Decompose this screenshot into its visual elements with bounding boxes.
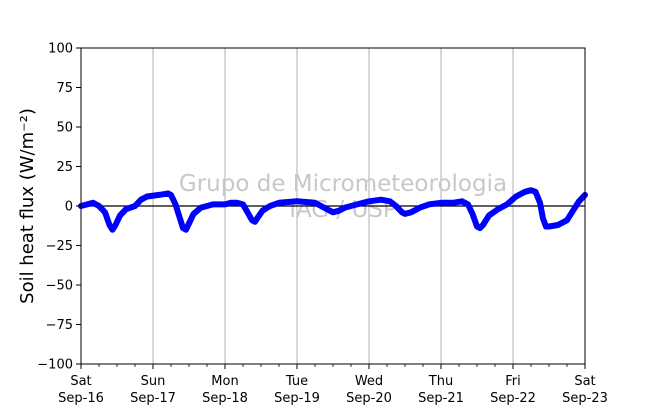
- x-tick-label-date: Sep-17: [130, 391, 176, 406]
- y-tick-label: −50: [46, 279, 73, 294]
- x-tick-label-date: Sep-21: [418, 391, 464, 406]
- soil-heat-flux-line: [78, 187, 588, 233]
- x-tick-label-day: Sat: [574, 374, 595, 389]
- y-tick-label: −100: [37, 358, 73, 373]
- x-axis: Sat Sep-16 Sun Sep-17 Mon Sep-18 Tue Sep-19 Wed S…: [58, 364, 608, 406]
- x-tick-label-day: Thu: [428, 374, 453, 389]
- y-tick-label: −75: [46, 318, 73, 333]
- watermark-text: Grupo de Micrometeorologia: [179, 171, 507, 197]
- y-axis: −100 −75 −50 −25 0 25 50 75 100: [37, 42, 81, 373]
- x-tick-label-day: Fri: [505, 374, 521, 389]
- x-tick-label-date: Sep-19: [274, 391, 320, 406]
- x-tick-label-day: Tue: [285, 374, 308, 389]
- y-tick-label: 50: [56, 121, 73, 136]
- x-tick-label-date: Sep-16: [58, 391, 104, 406]
- x-tick-label-day: Sun: [141, 374, 166, 389]
- y-tick-label: −25: [46, 239, 73, 254]
- x-tick-label-date: Sep-20: [346, 391, 392, 406]
- x-tick-label-day: Sat: [70, 374, 91, 389]
- x-tick-label-date: Sep-18: [202, 391, 248, 406]
- series-layer: [78, 187, 588, 233]
- y-axis-label: Soil heat flux (W/m⁻²): [17, 108, 38, 304]
- x-tick-label-day: Wed: [355, 374, 383, 389]
- y-tick-label: 75: [56, 81, 73, 96]
- y-tick-label: 0: [65, 200, 73, 215]
- x-tick-label-date: Sep-22: [490, 391, 536, 406]
- x-tick-label-date: Sep-23: [562, 391, 608, 406]
- x-tick-label-day: Mon: [211, 374, 238, 389]
- y-tick-label: 100: [48, 42, 73, 57]
- y-tick-label: 25: [56, 160, 73, 175]
